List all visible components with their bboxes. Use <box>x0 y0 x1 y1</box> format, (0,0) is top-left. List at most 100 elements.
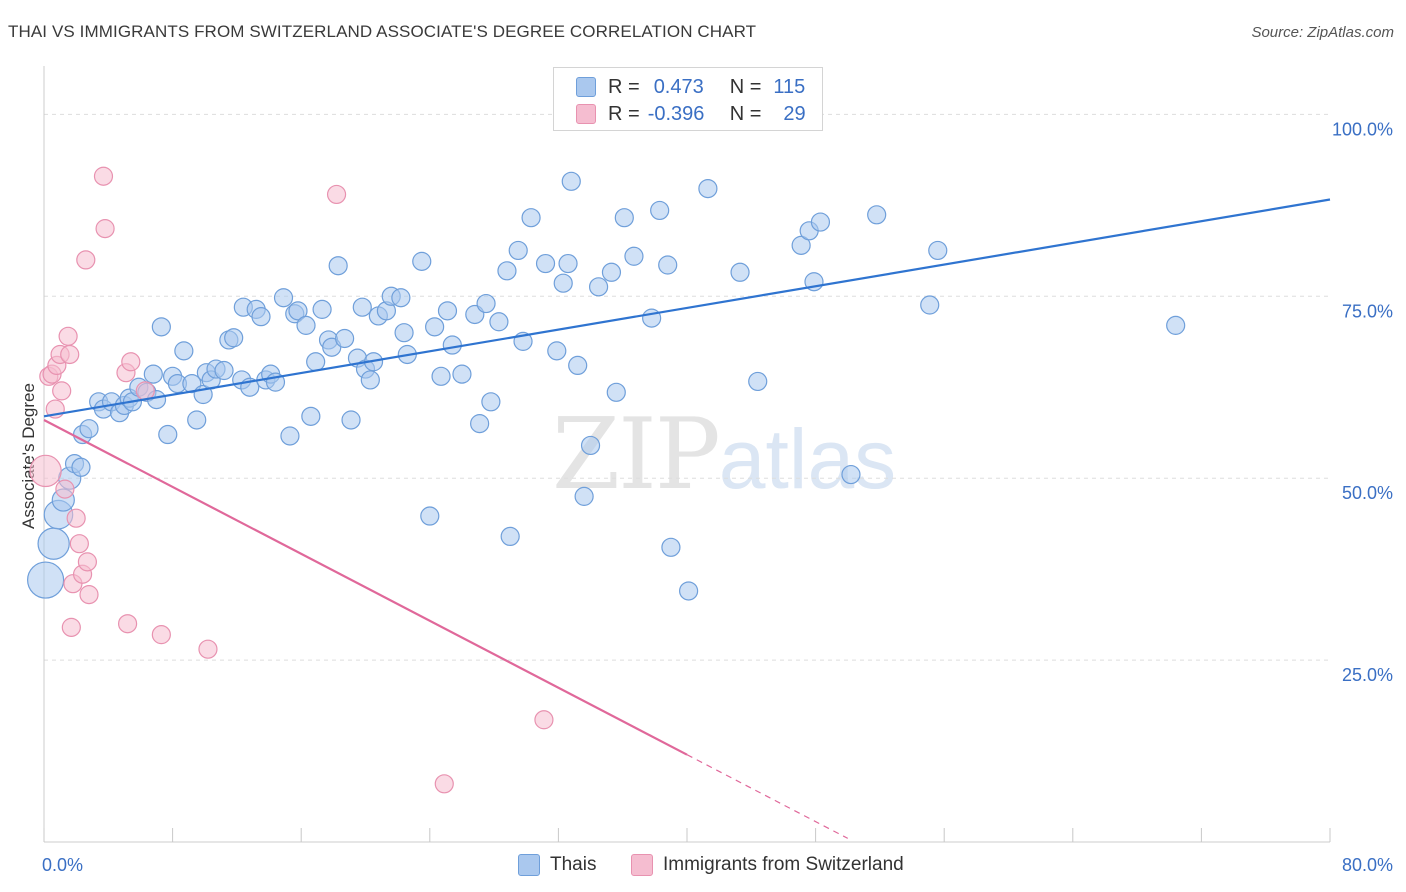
swiss-point <box>77 552 98 572</box>
thai-point <box>553 273 573 293</box>
x-tick-label: 80.0% <box>1342 855 1393 875</box>
thai-point <box>535 253 556 274</box>
thai-point <box>335 328 355 349</box>
thai-point <box>489 312 509 332</box>
y-tick-label: 50.0% <box>1342 483 1393 503</box>
thai-point <box>296 315 316 335</box>
bottom-legend-swiss: Immigrants from Switzerland <box>631 852 904 878</box>
thais-swatch <box>576 77 596 97</box>
thai-point <box>306 352 326 372</box>
swiss-point <box>198 639 218 659</box>
thais-n-label: N = <box>729 75 762 98</box>
y-tick-label: 100.0% <box>1332 119 1393 139</box>
thai-point <box>698 178 718 199</box>
thai-point <box>558 253 578 274</box>
legend-row-thais: R = 0.473 N = 115 <box>576 73 805 101</box>
thai-point <box>420 506 440 526</box>
thai-point <box>442 335 462 355</box>
thai-point <box>476 293 496 314</box>
swiss-r-value: -0.396 <box>647 102 705 125</box>
thai-point <box>143 364 163 384</box>
thai-point <box>791 235 811 255</box>
swiss-point <box>95 219 115 239</box>
swiss-point <box>66 508 86 528</box>
swiss-point <box>117 614 138 634</box>
swiss-point <box>55 479 75 499</box>
thai-point <box>841 464 861 485</box>
thai-point <box>151 317 171 337</box>
thai-point <box>606 382 626 402</box>
thai-point <box>580 435 601 456</box>
thai-point <box>500 526 520 547</box>
thai-point <box>301 406 321 426</box>
thai-point <box>547 341 567 361</box>
thai-point <box>508 240 528 261</box>
thai-point <box>614 208 634 228</box>
swiss-point <box>29 454 62 488</box>
thai-point <box>867 205 887 225</box>
thai-point <box>561 171 581 191</box>
thai-point <box>730 262 750 282</box>
thai-point <box>658 255 678 275</box>
thai-point <box>214 360 234 381</box>
y-tick-label: 25.0% <box>1342 665 1393 685</box>
thai-point <box>425 317 445 337</box>
swiss-point <box>434 774 454 794</box>
thai-point <box>748 371 768 392</box>
thai-point <box>280 426 300 446</box>
thai-point <box>568 355 588 376</box>
thai-point <box>37 527 70 560</box>
y-axis-label: Associate's Degree <box>19 383 38 529</box>
thai-point <box>574 486 594 506</box>
thai-point <box>158 424 178 445</box>
watermark-atlas: atlas <box>718 412 897 506</box>
swiss-point <box>76 250 96 270</box>
thai-point <box>928 240 948 261</box>
thai-point <box>650 200 670 221</box>
swiss-point <box>534 710 554 730</box>
correlation-legend: R = 0.473 N = 115 R = -0.396 N = 29 <box>553 67 823 131</box>
thai-point <box>224 328 244 348</box>
source-credit: Source: ZipAtlas.com <box>1251 24 1394 41</box>
swiss-trend-extension <box>686 754 849 839</box>
thai-point <box>431 366 451 386</box>
swiss-point <box>69 534 89 554</box>
thai-point <box>352 297 372 317</box>
swiss-point <box>58 326 78 346</box>
thai-point <box>71 457 91 477</box>
swiss-point <box>93 166 114 186</box>
bottom-thais-swatch <box>518 854 540 876</box>
thais-r-value: 0.473 <box>653 75 704 98</box>
swiss-swatch <box>576 104 596 124</box>
thai-point <box>452 364 472 384</box>
thai-point <box>328 256 348 276</box>
bottom-legend-thais: Thais <box>518 852 596 878</box>
thai-point <box>273 288 294 308</box>
thai-point <box>394 323 414 343</box>
bottom-thais-label: Thais <box>550 854 597 875</box>
chart-title: THAI VS IMMIGRANTS FROM SWITZERLAND ASSO… <box>8 22 757 41</box>
thai-point <box>288 301 308 321</box>
thai-point <box>481 392 501 412</box>
thai-point <box>1166 315 1186 335</box>
thai-point <box>810 212 831 232</box>
thai-point <box>341 410 361 430</box>
swiss-point <box>52 381 72 401</box>
thai-point <box>391 288 411 308</box>
swiss-r-label: R = <box>608 102 640 125</box>
thai-point <box>360 370 380 390</box>
thai-point <box>27 561 65 599</box>
thai-point <box>412 251 432 271</box>
thai-point <box>661 537 681 557</box>
swiss-point <box>61 617 81 637</box>
thai-point <box>470 414 490 434</box>
thai-point <box>187 410 207 430</box>
swiss-point <box>326 184 347 205</box>
y-tick-label: 75.0% <box>1342 301 1393 321</box>
thais-n-value: 115 <box>773 75 806 98</box>
thai-point <box>79 419 99 439</box>
thai-point <box>679 581 699 601</box>
x-tick-label: 0.0% <box>42 855 83 875</box>
bottom-swiss-swatch <box>631 854 653 876</box>
